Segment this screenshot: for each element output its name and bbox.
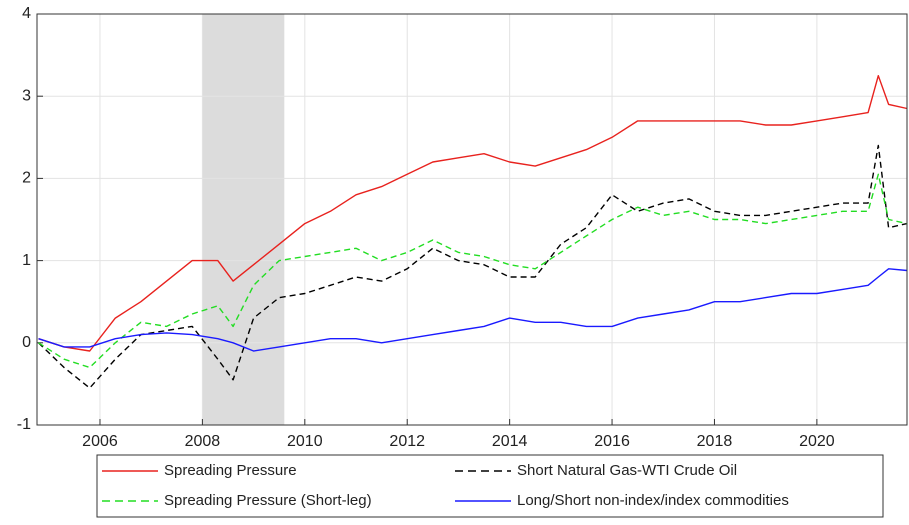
x-tick-label: 2016 — [594, 433, 630, 450]
series-line — [38, 173, 908, 369]
y-tick-label: 2 — [22, 170, 31, 187]
x-tick-label: 2018 — [697, 433, 733, 450]
y-tick-label: -1 — [17, 416, 31, 433]
series-line — [38, 75, 908, 352]
x-tick-label: 2012 — [389, 433, 425, 450]
legend-label: Short Natural Gas-WTI Crude Oil — [517, 462, 737, 479]
x-tick-label: 2020 — [799, 433, 835, 450]
series-line — [38, 268, 908, 352]
shaded-region — [202, 14, 285, 425]
x-tick-label: 2014 — [492, 433, 528, 450]
x-tick-label: 2008 — [185, 433, 221, 450]
x-tick-label: 2006 — [82, 433, 118, 450]
y-tick-label: 0 — [22, 334, 31, 351]
legend-label: Spreading Pressure (Short-leg) — [164, 492, 372, 509]
axes-frame — [36, 13, 908, 426]
y-tick-label: 3 — [22, 87, 31, 104]
x-tick-label: 2010 — [287, 433, 323, 450]
series-line — [38, 144, 908, 389]
plot-area — [37, 14, 907, 425]
y-tick-label: 1 — [22, 252, 31, 269]
legend: Spreading Pressure Short Natural Gas-WTI … — [96, 454, 884, 518]
y-tick-label: 4 — [22, 5, 31, 22]
legend-label: Spreading Pressure — [164, 462, 297, 479]
legend-label: Long/Short non-index/index commodities — [517, 492, 789, 509]
legend-box — [96, 454, 884, 518]
